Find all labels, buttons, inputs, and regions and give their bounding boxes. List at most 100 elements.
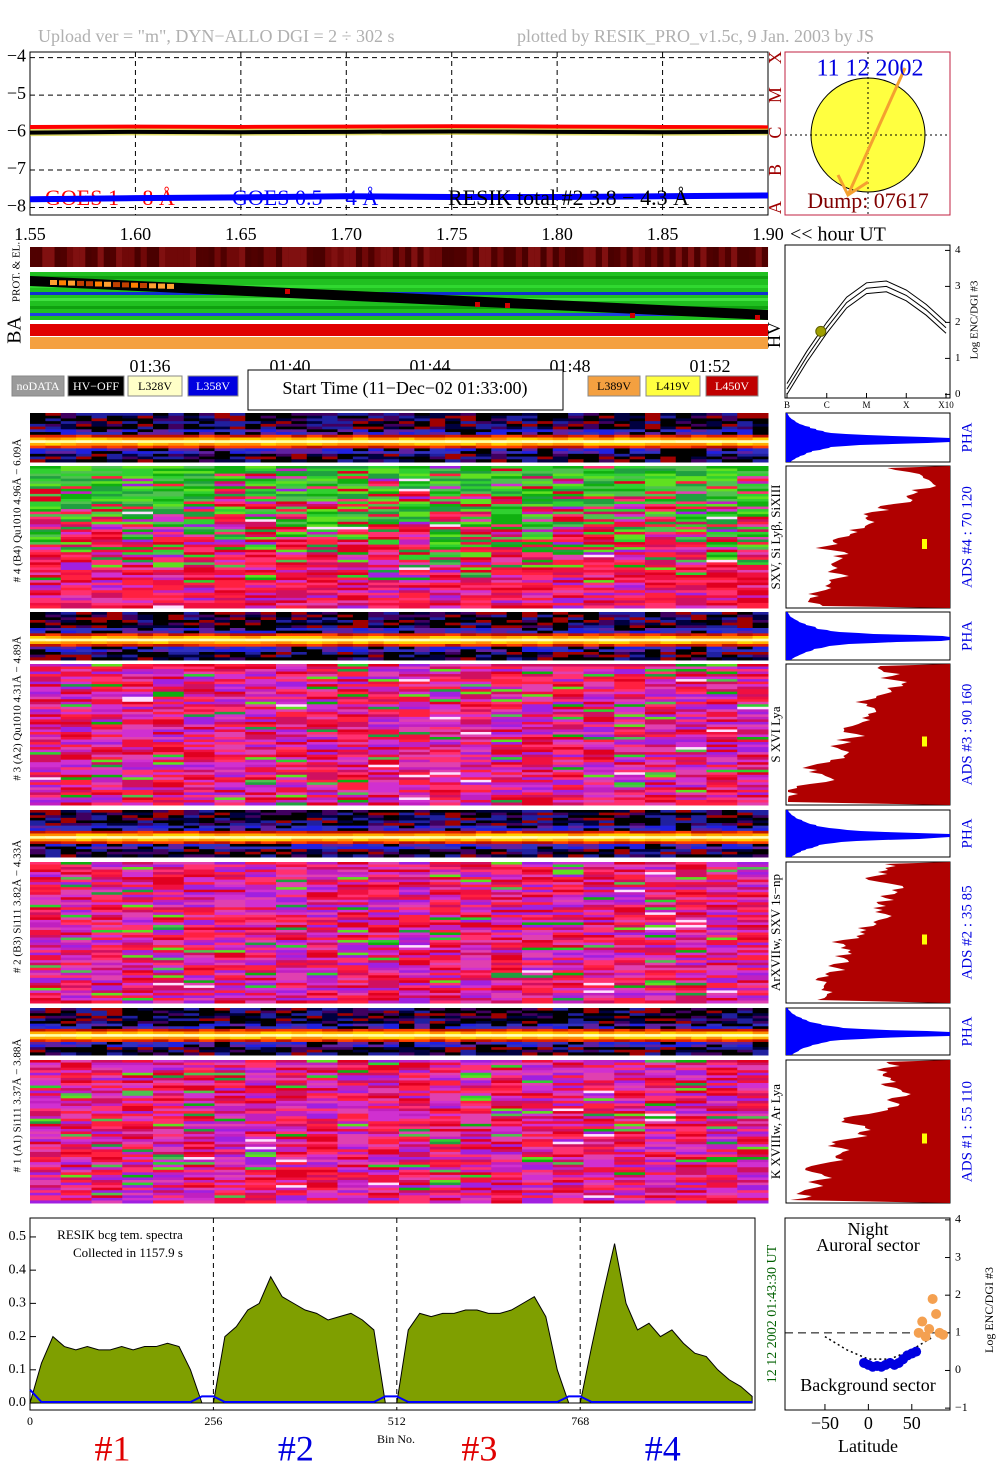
spectrogram-cell xyxy=(45,432,62,436)
spectrogram-cell xyxy=(460,442,477,447)
spectrogram-cell xyxy=(522,537,554,541)
spectrogram-cell xyxy=(183,549,215,553)
spectrogram-cell xyxy=(30,429,46,433)
spectrogram-cell xyxy=(629,820,646,824)
spectrogram-cell xyxy=(60,630,77,634)
spectrogram-cell xyxy=(660,418,677,422)
spectrogram-cell xyxy=(460,587,492,591)
spectrogram-cell xyxy=(399,526,431,530)
spectrogram-cell xyxy=(91,752,123,756)
spectrogram-cell xyxy=(30,812,46,816)
spectrogram-cell xyxy=(214,759,246,763)
spectrogram-cell xyxy=(429,459,446,463)
spectrogram-cell xyxy=(214,521,246,525)
spectrogram-cell xyxy=(276,549,308,553)
spectrogram-cell xyxy=(645,701,677,705)
ba-noise xyxy=(589,247,596,267)
spectrogram-cell xyxy=(537,622,554,626)
spectrogram-cell xyxy=(675,709,707,713)
spectrogram-cell xyxy=(368,421,385,425)
spectrogram-cell xyxy=(368,554,400,558)
spectrogram-cell xyxy=(583,706,615,710)
spectrogram-cell xyxy=(76,628,92,632)
spectrogram-cell xyxy=(522,498,554,502)
spectrogram-cell xyxy=(322,622,338,626)
spectrogram-cell xyxy=(91,451,108,455)
spectrogram-cell xyxy=(691,636,707,640)
spectrogram-cell xyxy=(337,473,369,477)
spectrogram-cell xyxy=(30,649,46,653)
spectrogram-cell xyxy=(614,595,646,599)
spectrogram-cell xyxy=(229,820,246,824)
spectrogram-cell xyxy=(91,521,123,525)
spectrogram-cell xyxy=(91,413,108,417)
spectrogram-cell xyxy=(429,587,461,591)
spectrogram-cell xyxy=(414,622,431,626)
spectrogram-cell xyxy=(245,529,277,533)
spectrogram-cell xyxy=(137,646,154,650)
spectrogram-cell xyxy=(675,674,707,678)
spectrogram-cell xyxy=(675,612,692,616)
spectrogram-cell xyxy=(199,453,215,458)
spectrogram-cell xyxy=(552,514,584,518)
spectrogram-cell xyxy=(153,501,185,505)
spectrogram-cell xyxy=(245,674,277,678)
spectrogram-cell xyxy=(306,759,338,763)
spectrogram-cell xyxy=(352,622,369,626)
spectrogram-cell xyxy=(737,784,769,788)
spectrogram-cell xyxy=(706,657,723,661)
spectrogram-cell xyxy=(460,747,492,751)
spectrogram-cell xyxy=(337,569,369,573)
spectrogram-cell xyxy=(737,511,769,515)
spectrogram-cell xyxy=(60,769,92,773)
spectrogram-cell xyxy=(675,812,692,816)
spectrogram-cell xyxy=(214,493,246,497)
spectrogram-cell xyxy=(153,597,185,601)
spectrogram-cell xyxy=(460,429,477,433)
spectrogram-cell xyxy=(429,466,461,470)
spectrogram-cell xyxy=(614,496,646,500)
spectrogram-cell xyxy=(645,614,661,618)
spectrogram-cell xyxy=(306,721,338,725)
spectrogram-cell xyxy=(399,742,431,746)
spectrogram-cell xyxy=(153,764,185,768)
spectrogram-cell xyxy=(30,787,62,791)
spectrogram-cell xyxy=(183,777,215,781)
spectrogram-cell xyxy=(30,644,46,648)
spectrogram-cell xyxy=(583,592,615,596)
spectrogram-cell xyxy=(30,676,62,680)
spectrogram-cell xyxy=(614,519,646,523)
spectrogram-cell xyxy=(30,501,62,505)
spectrogram-cell xyxy=(229,625,246,629)
spectrogram-cell xyxy=(106,817,123,821)
spectrogram-cell xyxy=(522,456,538,460)
spectrogram-cell xyxy=(91,779,123,783)
spectrogram-cell xyxy=(445,625,461,629)
spectrogram-cell xyxy=(706,473,738,477)
ba-noise xyxy=(657,247,664,267)
spectrogram-cell xyxy=(76,440,92,444)
ba-noise xyxy=(128,247,135,267)
spectrogram-cell xyxy=(214,671,246,675)
spectrogram-cell xyxy=(675,544,707,548)
spectrogram-cell xyxy=(399,569,431,573)
spectrogram-cell xyxy=(276,442,292,447)
spectrogram-cell xyxy=(276,557,308,561)
spectrogram-cell xyxy=(706,714,738,718)
spectrogram-cell xyxy=(645,496,677,500)
spectrogram-cell xyxy=(506,429,523,433)
spectrogram-cell xyxy=(122,456,139,460)
spectrogram-cell xyxy=(522,671,554,675)
spectrogram-cell xyxy=(91,562,123,566)
spectrogram-cell xyxy=(737,815,754,819)
spectrogram-cell xyxy=(368,600,400,604)
spectrogram-cell xyxy=(399,519,431,523)
spectrogram-cell xyxy=(168,812,185,816)
spectrogram-cell xyxy=(399,459,415,463)
spectrogram-cell xyxy=(245,789,277,793)
spectrogram-cell xyxy=(245,699,277,703)
spectrogram-cell xyxy=(306,724,338,728)
spectrogram-cell xyxy=(30,605,62,609)
spectrogram-cell xyxy=(368,794,400,798)
spectrogram-cell xyxy=(91,466,123,470)
